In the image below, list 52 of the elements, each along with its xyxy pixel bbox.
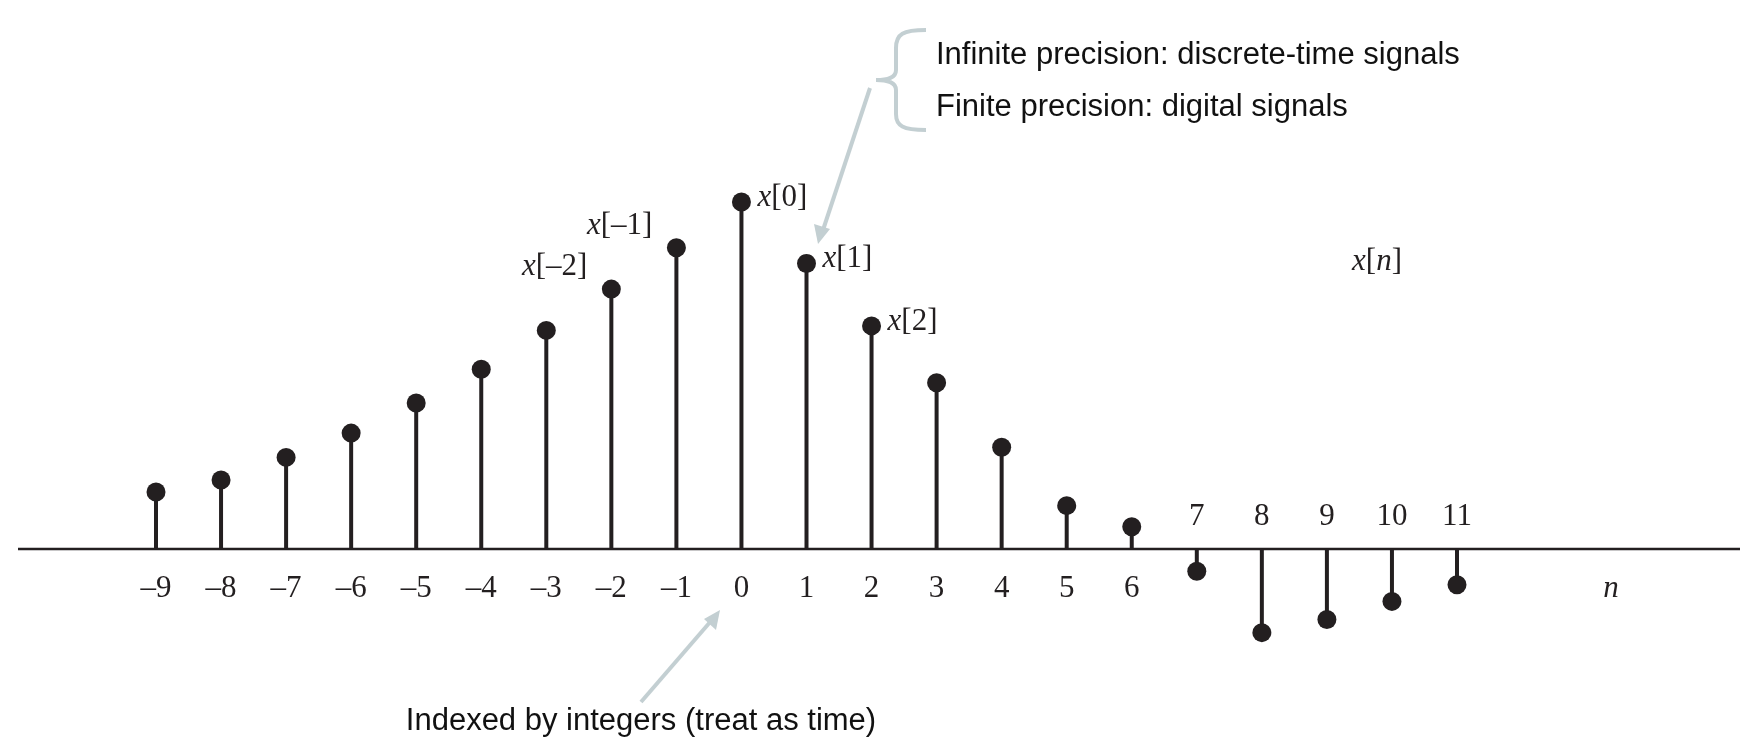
x-tick-label: –2 <box>594 569 627 604</box>
point <box>666 238 686 258</box>
x-tick-label: –5 <box>399 569 432 604</box>
x-tick-label: 1 <box>798 569 815 604</box>
point <box>1447 575 1467 595</box>
x-tick-label: 9 <box>1319 497 1335 532</box>
x-tick-label: –1 <box>659 569 692 604</box>
point <box>406 393 426 413</box>
x-tick-label: 0 <box>733 569 750 604</box>
annotation: x[n] <box>1351 242 1402 277</box>
point <box>211 470 231 490</box>
x-tick-label: –7 <box>269 569 302 604</box>
point <box>1252 623 1272 643</box>
annotation: x[0] <box>756 178 808 213</box>
point <box>536 320 556 340</box>
x-tick-label: –8 <box>204 569 237 604</box>
point <box>276 447 296 467</box>
x-tick-label: –6 <box>334 569 367 604</box>
point <box>797 253 816 273</box>
text: Infinite precision: discrete-time signals <box>936 36 1460 71</box>
x-tick-label: 5 <box>1058 569 1075 604</box>
x-axis-title: n <box>1603 569 1619 604</box>
x-tick-label: –9 <box>139 569 172 604</box>
x-tick-label: –4 <box>464 569 498 604</box>
point <box>1382 591 1402 611</box>
point <box>862 316 882 336</box>
point <box>601 279 621 299</box>
point <box>1122 517 1142 537</box>
annotation: x[2] <box>886 301 938 337</box>
x-tick-label: 7 <box>1189 497 1205 532</box>
point <box>731 192 751 212</box>
annotation: x[–2] <box>520 247 588 283</box>
point <box>146 482 166 502</box>
x-tick-label: 10 <box>1376 497 1408 532</box>
annotation: x[–1] <box>585 205 653 241</box>
x-tick-label: 6 <box>1124 569 1140 604</box>
annotation: x[1] <box>821 239 873 275</box>
text: Finite precision: digital signals <box>936 88 1348 123</box>
x-tick-label: 2 <box>863 569 880 604</box>
point <box>1187 561 1207 581</box>
x-tick-label: 3 <box>928 569 945 604</box>
point <box>341 423 361 443</box>
x-tick-label: 8 <box>1254 497 1270 532</box>
text: Indexed by integers (treat as time) <box>405 702 877 737</box>
point <box>1057 496 1077 516</box>
point <box>992 437 1012 457</box>
x-tick-label: –3 <box>529 569 562 604</box>
x-tick-label: 4 <box>993 569 1010 604</box>
point <box>471 359 491 379</box>
point <box>1317 609 1337 629</box>
x-tick-label: 11 <box>1442 497 1472 532</box>
point <box>927 373 947 393</box>
